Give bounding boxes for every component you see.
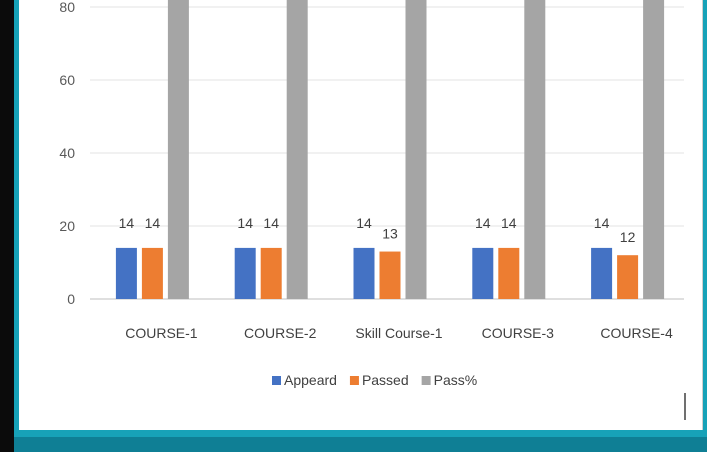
bar-passed (260, 247, 282, 299)
bar-pass-pct (405, 0, 427, 299)
y-axis-ticks: 0 20 40 60 80 (59, 0, 75, 307)
data-label: 14 (594, 215, 610, 231)
bar-appeard (591, 247, 613, 299)
chart-card: 0 20 40 60 80 14 14 14 14 14 13 14 14 14 12 COURSE-1 C… (19, 0, 703, 430)
bar-pass-pct (167, 0, 189, 299)
bars (115, 0, 665, 299)
slide-frame-bottom (14, 437, 707, 452)
data-label: 14 (263, 215, 279, 231)
category-label: COURSE-4 (600, 325, 673, 341)
y-tick-label: 60 (59, 72, 75, 88)
data-label: 14 (501, 215, 517, 231)
legend: Appeard Passed Pass% (272, 372, 477, 388)
category-labels: COURSE-1 COURSE-2 Skill Course-1 COURSE-3 CO… (125, 325, 673, 341)
bar-pass-pct (286, 0, 308, 299)
bar-pass-pct (643, 0, 665, 299)
y-tick-label: 40 (59, 145, 75, 161)
bar-passed (379, 251, 401, 299)
bar-pass-pct (524, 0, 546, 299)
legend-swatch (421, 376, 431, 385)
y-tick-label: 20 (59, 218, 75, 234)
legend-swatch (349, 376, 359, 385)
data-label: 13 (382, 226, 398, 242)
data-labels: 14 14 14 14 14 13 14 14 14 12 (119, 215, 636, 245)
bar-passed (498, 247, 520, 299)
data-label: 14 (119, 215, 135, 231)
left-window-edge (0, 0, 14, 452)
data-label: 14 (237, 215, 253, 231)
bar-passed (617, 255, 639, 299)
y-tick-label: 0 (67, 291, 75, 307)
bar-passed (141, 247, 163, 299)
data-label: 14 (145, 215, 161, 231)
legend-swatch (272, 376, 281, 385)
category-label: COURSE-3 (482, 325, 555, 341)
data-label: 14 (356, 215, 372, 231)
bar-appeard (115, 247, 137, 299)
bar-appeard (472, 247, 494, 299)
data-label: 14 (475, 215, 491, 231)
legend-label: Pass% (434, 372, 478, 388)
bar-appeard (234, 247, 256, 299)
gridlines (90, 6, 684, 300)
category-label: Skill Course-1 (355, 325, 442, 341)
category-label: COURSE-1 (125, 325, 198, 341)
legend-label: Appeard (284, 372, 337, 388)
bar-appeard (353, 247, 375, 299)
y-tick-label: 80 (59, 0, 75, 15)
category-label: COURSE-2 (244, 325, 317, 341)
legend-label: Passed (362, 372, 409, 388)
data-label: 12 (620, 229, 636, 245)
